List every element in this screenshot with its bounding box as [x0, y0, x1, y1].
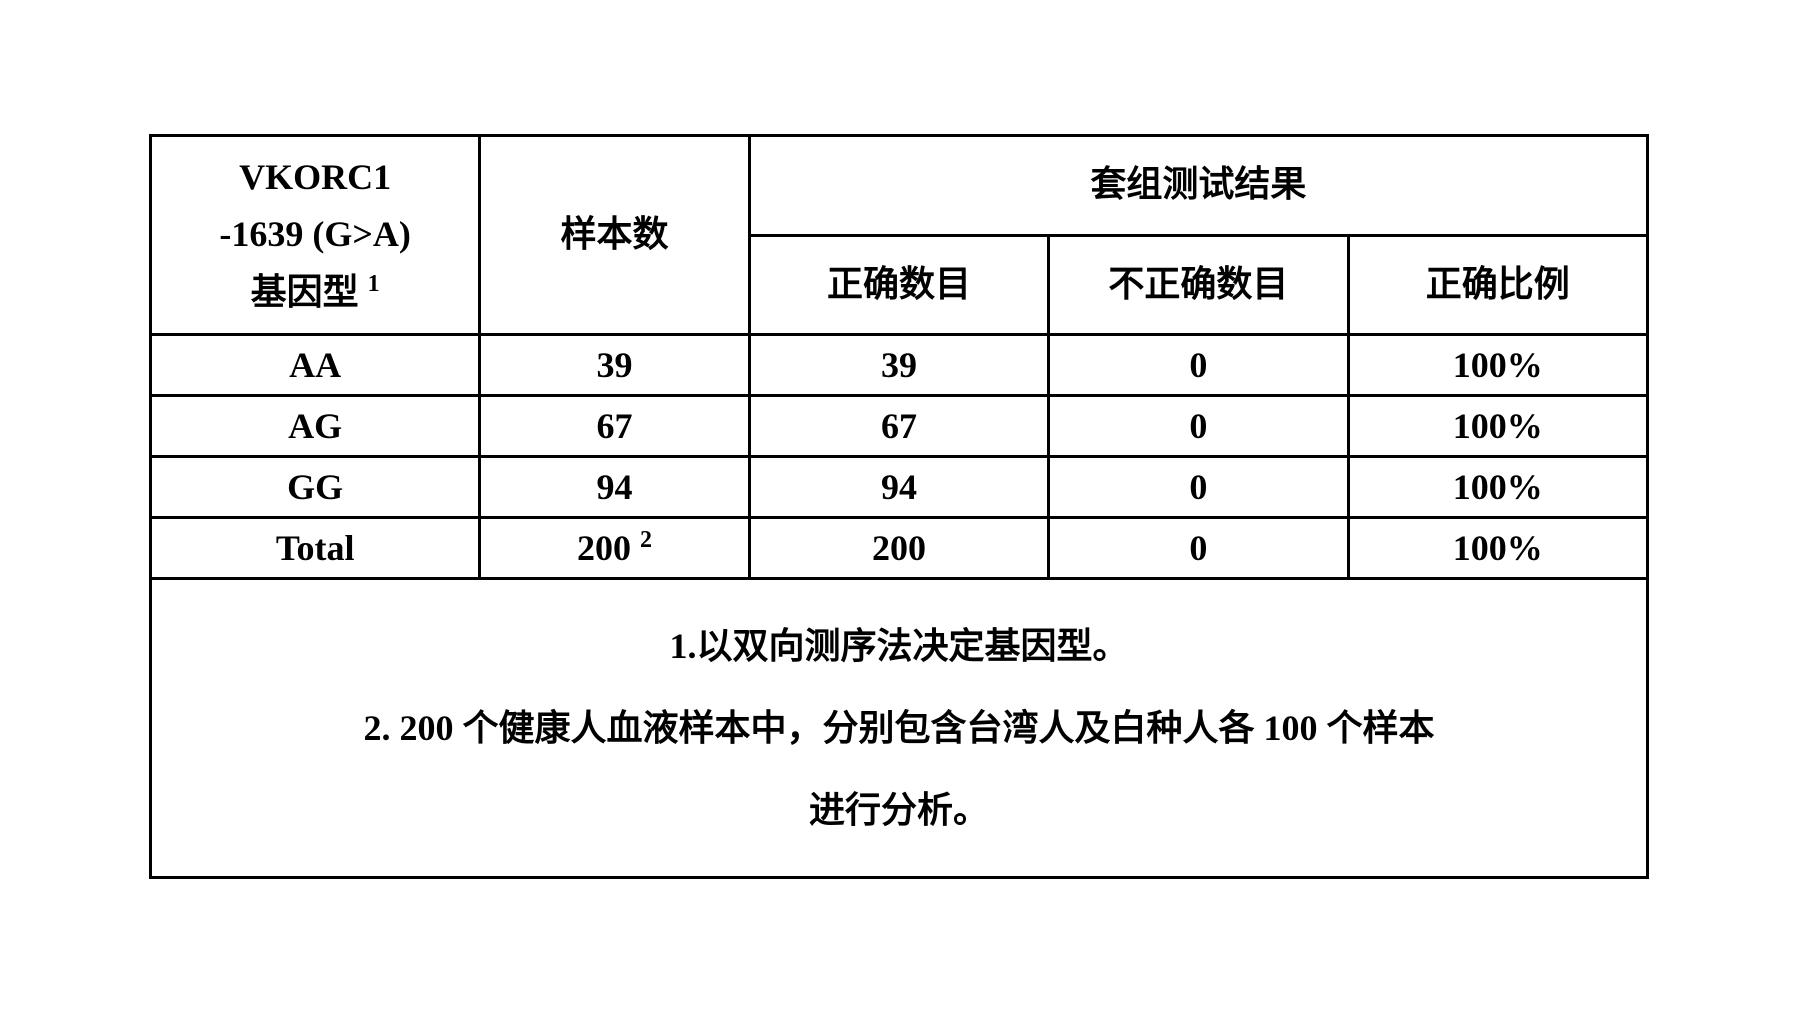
- header-genotype-line3: 基因型 1: [160, 264, 470, 322]
- header-correct-ratio: 正确比例: [1348, 235, 1647, 335]
- cell-incorrect: 0: [1049, 335, 1348, 396]
- cell-genotype: AG: [151, 396, 480, 457]
- cell-genotype: Total: [151, 518, 480, 579]
- table-header: VKORC1 -1639 (G>A) 基因型 1 样本数 套组测试结果 正确数目…: [151, 135, 1648, 335]
- cell-ratio: 100%: [1348, 457, 1647, 518]
- cell-samples: 94: [480, 457, 749, 518]
- cell-incorrect: 0: [1049, 518, 1348, 579]
- cell-correct: 94: [749, 457, 1048, 518]
- cell-incorrect: 0: [1049, 457, 1348, 518]
- cell-samples: 67: [480, 396, 749, 457]
- header-genotype-line1: VKORC1: [160, 149, 470, 207]
- header-genotype: VKORC1 -1639 (G>A) 基因型 1: [151, 135, 480, 335]
- cell-incorrect: 0: [1049, 396, 1348, 457]
- footnote-content: 1.以双向测序法决定基因型。 2. 200 个健康人血液样本中，分别包含台湾人及…: [162, 610, 1636, 846]
- header-genotype-line2: -1639 (G>A): [160, 206, 470, 264]
- table-row: AA 39 39 0 100%: [151, 335, 1648, 396]
- footnote-2-cont: 进行分析。: [162, 774, 1636, 846]
- footnote-row: 1.以双向测序法决定基因型。 2. 200 个健康人血液样本中，分别包含台湾人及…: [151, 579, 1648, 878]
- cell-correct: 39: [749, 335, 1048, 396]
- table-body: AA 39 39 0 100% AG 67 67 0 100% GG 94 94…: [151, 335, 1648, 878]
- cell-genotype: AA: [151, 335, 480, 396]
- footnote-2: 2. 200 个健康人血液样本中，分别包含台湾人及白种人各 100 个样本: [162, 692, 1636, 764]
- header-row-1: VKORC1 -1639 (G>A) 基因型 1 样本数 套组测试结果: [151, 135, 1648, 235]
- cell-ratio: 100%: [1348, 335, 1647, 396]
- cell-samples: 200 2: [480, 518, 749, 579]
- header-correct-count: 正确数目: [749, 235, 1048, 335]
- header-incorrect-count: 不正确数目: [1049, 235, 1348, 335]
- footnote-1: 1.以双向测序法决定基因型。: [162, 610, 1636, 682]
- cell-genotype: GG: [151, 457, 480, 518]
- header-samples: 样本数: [480, 135, 749, 335]
- cell-ratio: 100%: [1348, 396, 1647, 457]
- cell-correct: 200: [749, 518, 1048, 579]
- cell-correct: 67: [749, 396, 1048, 457]
- table-row: GG 94 94 0 100%: [151, 457, 1648, 518]
- table-row: AG 67 67 0 100%: [151, 396, 1648, 457]
- cell-ratio: 100%: [1348, 518, 1647, 579]
- genotype-results-table: VKORC1 -1639 (G>A) 基因型 1 样本数 套组测试结果 正确数目…: [149, 134, 1649, 880]
- footnote-cell: 1.以双向测序法决定基因型。 2. 200 个健康人血液样本中，分别包含台湾人及…: [151, 579, 1648, 878]
- header-kit-results: 套组测试结果: [749, 135, 1647, 235]
- genotype-table-container: VKORC1 -1639 (G>A) 基因型 1 样本数 套组测试结果 正确数目…: [149, 134, 1649, 880]
- table-row-total: Total 200 2 200 0 100%: [151, 518, 1648, 579]
- cell-samples: 39: [480, 335, 749, 396]
